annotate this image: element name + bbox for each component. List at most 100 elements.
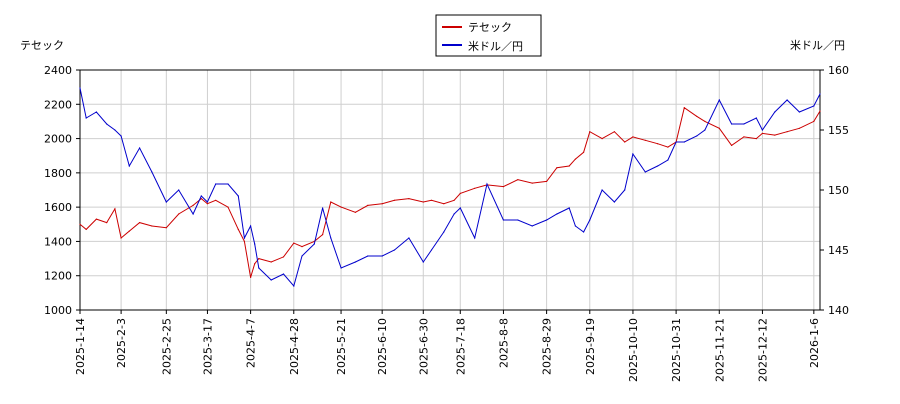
x-tick-label: 2025-5-21	[335, 318, 348, 375]
data-point-series-1	[393, 249, 396, 251]
data-point-series-1	[632, 153, 634, 155]
data-point-series-0	[667, 146, 669, 148]
data-point-series-1	[798, 111, 801, 113]
data-point-series-0	[340, 206, 342, 208]
data-point-series-1	[200, 195, 202, 197]
data-point-series-1	[774, 111, 776, 113]
series-line-1	[79, 87, 821, 288]
data-point-series-1	[819, 93, 821, 95]
data-point-series-1	[178, 189, 180, 191]
data-point-series-1	[517, 219, 519, 221]
data-point-series-0	[718, 127, 720, 129]
data-point-series-0	[601, 138, 603, 140]
data-point-series-0	[330, 201, 332, 203]
data-point-series-0	[79, 223, 81, 225]
data-point-series-1	[531, 225, 533, 227]
data-point-series-1	[408, 237, 410, 239]
data-point-series-0	[574, 158, 577, 160]
data-point-series-1	[381, 255, 383, 257]
data-point-series-0	[755, 138, 757, 140]
data-point-series-0	[178, 213, 180, 215]
right-tick-label: 150	[828, 184, 849, 197]
data-point-series-1	[237, 195, 239, 197]
data-point-series-1	[696, 135, 698, 137]
data-point-series-0	[250, 276, 252, 278]
data-point-series-0	[422, 201, 424, 203]
data-point-series-1	[675, 141, 677, 143]
data-point-series-1	[106, 123, 108, 125]
data-point-series-1	[667, 159, 669, 161]
data-point-series-0	[215, 199, 217, 201]
data-point-series-1	[718, 99, 720, 101]
data-point-series-0	[139, 222, 141, 224]
data-point-series-0	[367, 204, 369, 206]
data-point-series-0	[453, 199, 455, 201]
data-point-series-1	[556, 213, 558, 215]
series-line-0	[79, 106, 821, 278]
data-point-series-1	[422, 261, 424, 263]
data-point-series-1	[215, 183, 217, 185]
x-tick-label: 2026-1-6	[808, 318, 821, 368]
data-point-series-1	[330, 237, 332, 239]
data-point-series-0	[632, 136, 634, 138]
data-point-series-0	[819, 110, 821, 112]
legend: テセック 米ドル／円	[435, 14, 542, 57]
x-tick-label: 2025-10-31	[670, 318, 683, 382]
data-point-series-0	[761, 132, 764, 134]
data-point-series-1	[85, 117, 87, 119]
data-point-series-1	[583, 231, 585, 233]
data-point-series-0	[301, 246, 303, 248]
data-point-series-0	[696, 115, 698, 117]
series	[79, 87, 821, 288]
data-point-series-1	[206, 201, 208, 203]
x-tick-label: 2025-9-19	[584, 318, 597, 375]
right-tick-label: 145	[828, 244, 849, 257]
left-tick-label: 1400	[44, 235, 72, 248]
data-point-series-1	[151, 171, 153, 173]
grid	[79, 69, 820, 311]
data-point-series-1	[354, 261, 356, 263]
data-point-series-1	[243, 237, 245, 239]
legend-label-series-1: 米ドル／円	[468, 40, 523, 53]
data-point-series-0	[683, 107, 685, 109]
data-point-series-0	[459, 192, 461, 194]
data-point-series-1	[430, 249, 433, 251]
data-point-series-0	[786, 131, 788, 133]
data-point-series-0	[192, 204, 194, 206]
data-point-series-0	[774, 134, 776, 136]
data-point-series-0	[798, 127, 801, 129]
left-tick-label: 1200	[44, 270, 72, 283]
data-point-series-0	[613, 131, 616, 133]
right-tick-label: 160	[828, 64, 849, 77]
data-point-series-0	[743, 136, 745, 138]
left-tick-label: 2200	[44, 98, 72, 111]
x-tick-label: 2025-8-29	[541, 318, 554, 375]
data-point-series-1	[613, 201, 616, 203]
data-point-series-0	[474, 187, 476, 189]
data-point-series-1	[644, 171, 646, 173]
x-tick-label: 2025-2-25	[160, 318, 173, 375]
data-point-series-0	[293, 242, 295, 244]
right-axis-ticks: 140 145 150 155 160	[820, 64, 849, 317]
data-point-series-0	[381, 203, 383, 205]
data-point-series-0	[237, 228, 239, 230]
x-tick-label: 2025-3-17	[201, 318, 214, 375]
data-point-series-0	[114, 208, 116, 210]
x-tick-label: 2025-8-8	[497, 318, 510, 368]
data-point-series-0	[644, 139, 646, 141]
right-tick-label: 140	[828, 304, 849, 317]
data-point-series-1	[601, 189, 603, 191]
left-tick-label: 2400	[44, 64, 72, 77]
data-point-series-1	[227, 183, 229, 185]
data-point-series-0	[731, 144, 733, 146]
data-point-series-1	[474, 237, 476, 239]
data-point-series-1	[453, 213, 455, 215]
data-point-series-1	[657, 165, 659, 167]
x-tick-label: 2025-4-28	[288, 318, 301, 375]
data-point-series-1	[258, 267, 260, 269]
right-axis-label: 米ドル／円	[790, 39, 845, 52]
x-tick-label: 2025-7-18	[454, 318, 467, 375]
data-point-series-0	[120, 237, 122, 239]
